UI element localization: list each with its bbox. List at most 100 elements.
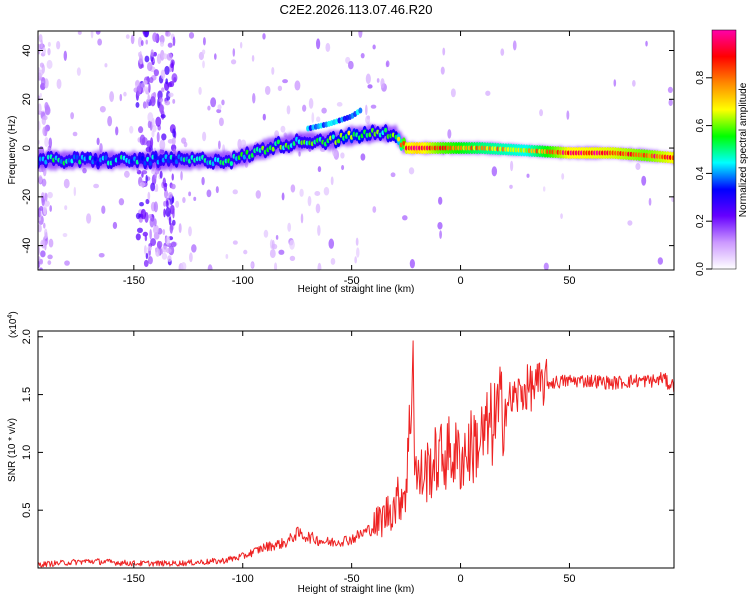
svg-text:(x104): (x104) xyxy=(7,311,19,338)
heatmap-noise-cell xyxy=(41,178,47,187)
heatmap-noise-cell xyxy=(274,262,278,270)
heatmap-noise-cell xyxy=(112,221,118,229)
heatmap-noise-cell xyxy=(38,43,41,55)
heatmap-ridge-core xyxy=(271,146,275,152)
heatmap-noise-cell xyxy=(150,167,156,175)
heatmap-noise-cell xyxy=(315,203,321,214)
heatmap-x-ticks: -150 -100 -50 0 50 xyxy=(123,31,576,287)
heatmap-noise-cell xyxy=(510,160,514,172)
heatmap-noise-cell xyxy=(317,166,322,173)
snr-x-tick-label: 50 xyxy=(563,573,575,585)
heatmap-noise-cell xyxy=(645,40,648,47)
heatmap-noise-cell xyxy=(442,47,446,56)
heatmap-noise-cell xyxy=(40,250,46,258)
heatmap-noise-cell xyxy=(202,37,206,46)
heatmap-noise-cell xyxy=(356,247,360,258)
heatmap-noise-cell xyxy=(207,264,213,270)
snr-y-tick-label: 2.0 xyxy=(21,329,33,344)
heatmap-noise-cell xyxy=(145,39,148,45)
heatmap-x-tick-label: -100 xyxy=(232,275,254,287)
heatmap-noise-cell xyxy=(300,213,304,224)
heatmap-noise-cell xyxy=(162,229,166,236)
heatmap-noise-cell xyxy=(201,49,206,55)
heatmap-noise-cell xyxy=(380,78,385,89)
heatmap-noise-cell xyxy=(150,49,154,57)
snr-plot-area xyxy=(38,331,674,568)
heatmap-ridge-core xyxy=(174,159,179,165)
heatmap-noise-cell xyxy=(149,77,154,84)
heatmap-noise-cell xyxy=(171,219,176,226)
heatmap-noise-cell xyxy=(99,105,106,113)
snr-multiplier-base: (x10 xyxy=(8,318,19,338)
heatmap-noise-cell xyxy=(38,120,41,131)
heatmap-noise-cell xyxy=(147,112,154,123)
heatmap-noise-cell xyxy=(152,117,155,128)
colorbar-tick-label: 0.2 xyxy=(695,214,706,228)
heatmap-noise-cell xyxy=(168,92,174,98)
heatmap-noise-cell xyxy=(317,225,321,236)
heatmap-noise-cell xyxy=(156,241,161,250)
heatmap-noise-cell xyxy=(289,255,296,261)
heatmap-noise-cell xyxy=(370,104,377,109)
heatmap-noise-cell xyxy=(367,84,373,89)
heatmap-noise-cell xyxy=(150,96,156,107)
heatmap-noise-cell xyxy=(302,104,307,112)
heatmap-noise-cell xyxy=(307,195,312,207)
heatmap-noise-cell xyxy=(169,222,174,234)
heatmap-noise-cell xyxy=(150,182,156,192)
heatmap-panel: -150 -100 -50 0 50 -40 -20 0 20 40 Height of str… xyxy=(7,30,675,295)
heatmap-noise-cell xyxy=(439,230,442,239)
heatmap-noise-cell xyxy=(201,176,205,186)
heatmap-noise-cell xyxy=(43,228,48,239)
heatmap-noise-cell xyxy=(402,215,408,221)
heatmap-noise-cell xyxy=(230,59,237,65)
heatmap-noise-cell xyxy=(98,252,105,258)
heatmap-noise-cell xyxy=(73,186,77,197)
heatmap-noise-cell xyxy=(290,184,296,193)
heatmap-noise-cell xyxy=(147,246,152,251)
heatmap-noise-cell xyxy=(145,198,150,205)
heatmap-noise-cell xyxy=(135,233,141,241)
heatmap-noise-cell xyxy=(330,176,334,186)
heatmap-noise-cell xyxy=(206,189,212,198)
heatmap-noise-cell xyxy=(39,258,44,265)
heatmap-noise-cell xyxy=(147,94,151,103)
heatmap-noise-cell xyxy=(667,86,673,94)
heatmap-background-noise xyxy=(38,31,674,270)
heatmap-noise-cell xyxy=(118,198,125,206)
heatmap-noise-cell xyxy=(145,174,148,184)
heatmap-noise-cell xyxy=(146,61,153,72)
snr-frame xyxy=(37,330,675,569)
heatmap-noise-cell xyxy=(360,153,366,161)
heatmap-noise-cell xyxy=(355,237,359,246)
heatmap-noise-cell xyxy=(44,192,48,202)
heatmap-noise-cell xyxy=(38,69,44,77)
heatmap-x-tick-label: 50 xyxy=(563,275,575,287)
heatmap-noise-cell xyxy=(237,138,242,150)
heatmap-noise-cell xyxy=(38,245,41,256)
heatmap-noise-cell xyxy=(281,192,285,201)
heatmap-noise-cell xyxy=(348,60,354,70)
snr-x-tick-label: -50 xyxy=(344,573,360,585)
heatmap-noise-cell xyxy=(178,223,182,234)
heatmap-ridge-core xyxy=(250,153,254,158)
heatmap-noise-cell xyxy=(166,52,173,61)
heatmap-noise-cell xyxy=(153,224,159,235)
heatmap-noise-cell xyxy=(264,85,271,95)
heatmap-noise-cell xyxy=(49,205,52,212)
heatmap-noise-cell xyxy=(218,140,221,150)
snr-y-tick-label: 1.5 xyxy=(21,387,33,402)
heatmap-noise-cell xyxy=(163,183,168,192)
heatmap-noise-cell xyxy=(143,245,147,255)
heatmap-noise-cell xyxy=(164,65,170,75)
heatmap-frame xyxy=(37,30,675,271)
heatmap-noise-cell xyxy=(70,112,74,120)
heatmap-noise-cell xyxy=(372,44,376,50)
heatmap-noise-cell xyxy=(243,249,248,255)
heatmap-ridge-core xyxy=(397,136,401,142)
heatmap-noise-cell xyxy=(648,197,652,206)
heatmap-noise-cell xyxy=(450,88,456,98)
heatmap-noise-cell xyxy=(139,182,146,187)
heatmap-noise-cell xyxy=(286,105,291,115)
snr-y-tick-label: 0.5 xyxy=(21,503,33,518)
